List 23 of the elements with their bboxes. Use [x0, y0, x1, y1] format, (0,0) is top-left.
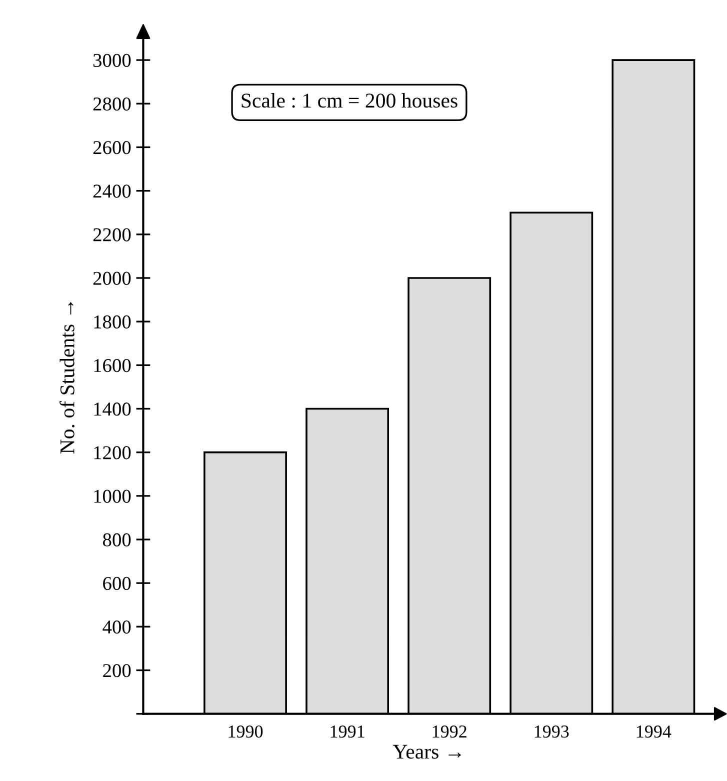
y-tick-label: 3000 [93, 54, 131, 67]
x-tick-label: 1992 [432, 726, 466, 738]
y-tick-label: 2800 [93, 97, 131, 111]
y-tick-label: 1400 [94, 402, 131, 416]
y-tick-label: 1600 [94, 358, 131, 372]
y-tick-label: 1200 [94, 446, 131, 460]
y-tick-label: 600 [103, 576, 131, 590]
x-tick-label: 1993 [534, 726, 569, 738]
y-tick-label: 2200 [93, 228, 131, 242]
y-tick-label: 200 [103, 664, 131, 678]
y-tick-label: 2400 [93, 184, 131, 198]
x-axis-title: Years → [392, 744, 461, 759]
annotation: Scale : 1 cm = 200 houses [242, 93, 458, 108]
x-tick-label: 1990 [228, 725, 263, 738]
y-axis-title: No. of Students → [60, 302, 74, 454]
y-tick-label: 1800 [94, 315, 131, 329]
y-tick-label: 800 [102, 533, 131, 546]
y-tick-label: 2000 [93, 272, 131, 285]
x-tick-label: 1994 [636, 726, 672, 738]
y-tick-label: 400 [102, 620, 131, 634]
y-tick-label: 2600 [93, 141, 131, 154]
y-tick-label: 1000 [94, 490, 131, 503]
x-tick-label: 1991 [330, 726, 364, 738]
